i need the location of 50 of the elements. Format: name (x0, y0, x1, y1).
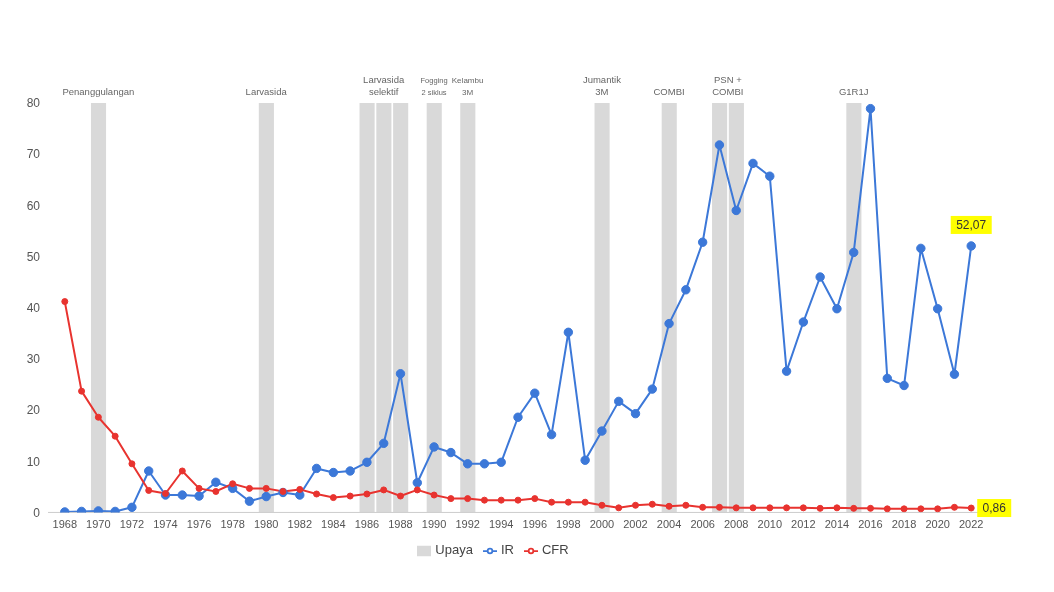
y-tick-label: 30 (26, 352, 41, 367)
x-tick-label: 1980 (253, 518, 279, 531)
x-tick-label: 2000 (589, 518, 615, 531)
x-tick-label: 1990 (421, 518, 447, 531)
annotation: Jumantik 3M (582, 74, 622, 97)
x-tick-label: 1984 (321, 518, 346, 531)
legend-label: IR (500, 542, 514, 558)
x-tick-label: 2016 (858, 518, 883, 531)
x-tick-label: 1986 (354, 518, 380, 531)
x-tick-label: 1970 (86, 518, 111, 531)
data-label: 52,07 (956, 217, 987, 232)
annotation: Larvasida (245, 86, 288, 97)
x-tick-label: 2018 (891, 518, 917, 531)
y-tick-label: 80 (26, 96, 41, 111)
x-tick-label: 1978 (220, 518, 245, 531)
x-tick-label: 2022 (958, 518, 984, 531)
annotation: PSN + COMBI (712, 74, 744, 97)
x-tick-label: 1972 (119, 518, 145, 531)
x-tick-label: 2006 (690, 518, 715, 531)
x-tick-label: 1982 (287, 518, 313, 531)
x-tick-label: 2020 (925, 518, 950, 531)
data-label: 0,86 (982, 501, 1007, 516)
x-tick-label: 1968 (52, 518, 78, 531)
legend-label: Upaya (435, 542, 473, 558)
x-tick-label: 2012 (791, 518, 816, 531)
x-tick-label: 2008 (723, 518, 749, 531)
annotation: Larvasida selektif (363, 74, 406, 97)
x-tick-label: 1992 (455, 518, 480, 531)
y-tick-label: 20 (26, 403, 41, 418)
x-tick-label: 1974 (153, 518, 178, 531)
annotation: G1R1J (838, 86, 869, 97)
y-tick-label: 50 (26, 249, 41, 264)
x-tick-label: 1996 (522, 518, 548, 531)
y-tick-label: 0 (33, 505, 41, 520)
y-tick-label: 40 (26, 300, 41, 315)
x-tick-label: 1988 (388, 518, 413, 531)
x-tick-label: 1998 (556, 518, 581, 531)
x-tick-label: 1994 (488, 518, 514, 531)
annotation: Kelambu 3M (451, 76, 484, 97)
x-tick-label: 2004 (656, 518, 682, 531)
y-tick-label: 60 (26, 198, 41, 213)
legend-label: CFR (541, 542, 569, 558)
x-tick-label: 2014 (824, 518, 850, 531)
x-tick-label: 1976 (186, 518, 212, 531)
x-tick-label: 2010 (757, 518, 783, 531)
annotation: COMBI (653, 86, 685, 97)
y-tick-label: 10 (26, 454, 41, 469)
x-tick-label: 2002 (623, 518, 648, 531)
annotation: Penanggulangan (62, 86, 135, 97)
y-tick-label: 70 (26, 147, 41, 162)
